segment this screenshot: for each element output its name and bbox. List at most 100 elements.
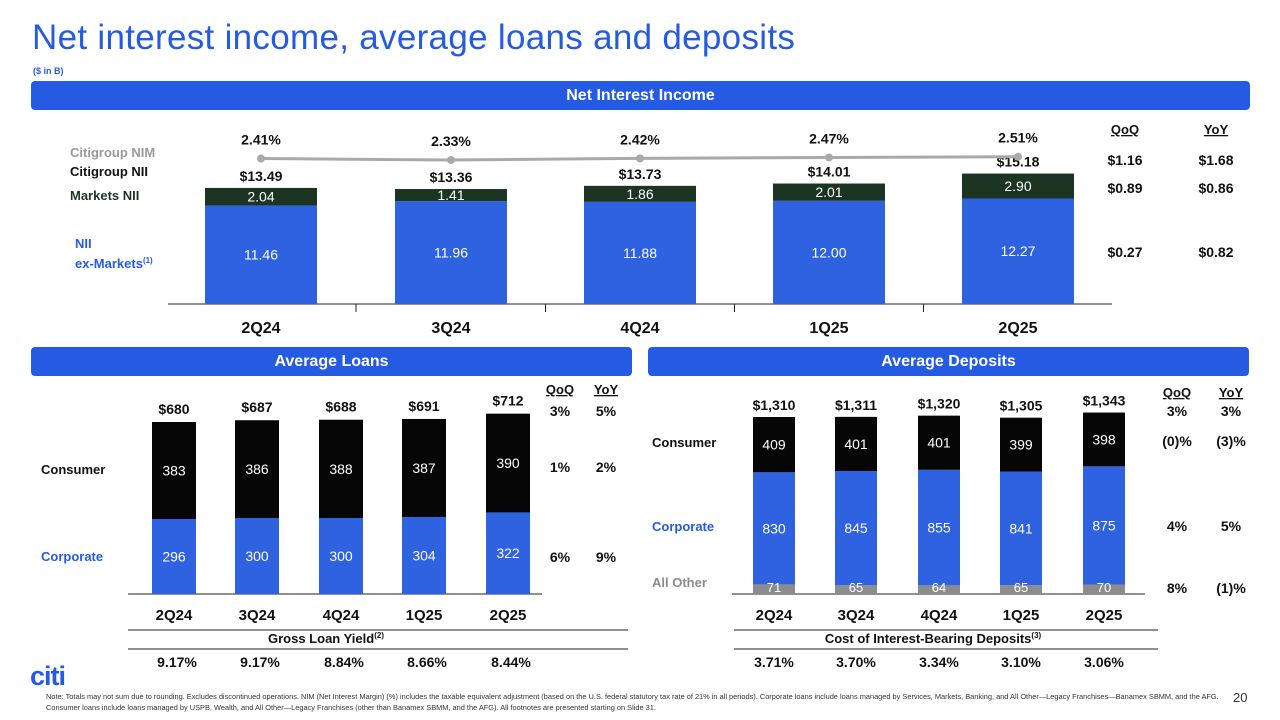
nim-point	[825, 153, 833, 162]
nii-ex-markets-value: 12.00	[811, 244, 846, 260]
loans-corporate-bar	[235, 518, 279, 594]
nii-total-label: $13.36	[430, 169, 473, 185]
deposits-other-value: 65	[1014, 580, 1028, 595]
footer-note: Note: Totals may not sum due to rounding…	[46, 691, 1226, 713]
deposits-corporate-value: 841	[1009, 520, 1033, 536]
nii-total-label: $13.49	[240, 168, 283, 184]
unit-note: ($ in B)	[33, 66, 64, 76]
deposits-corporate-bar	[918, 469, 960, 586]
loans-total-label: $688	[325, 399, 356, 415]
nii-markets-yoy: $0.86	[1198, 180, 1233, 196]
deposit-cost-value: 3.70%	[836, 654, 876, 670]
loans-consumer-value: 386	[245, 461, 269, 477]
deposit-cost-value: 3.71%	[754, 654, 794, 670]
nii-ex-markets-qoq: $0.27	[1107, 244, 1142, 260]
nim-label: 2.33%	[431, 133, 471, 149]
nii-markets-value: 2.04	[247, 189, 274, 205]
nii-markets-value: 1.86	[626, 186, 653, 202]
deposits-other-bar	[753, 584, 795, 594]
footer-note-text: Totals may not sum due to rounding. Excl…	[46, 692, 1219, 712]
loans-chart: Consumer Corporate 296 383 $680 2Q24 300 386 $…	[41, 382, 628, 670]
gross-loan-yield-value: 8.84%	[324, 654, 364, 670]
nii-markets-bar	[395, 189, 507, 202]
deposits-consumer-bar	[753, 417, 795, 473]
deposits-other-bar	[918, 585, 960, 594]
deposits-category-label: 2Q24	[756, 607, 793, 624]
loans-yoy-header: YoY	[594, 382, 619, 397]
loans-category-label: 4Q24	[323, 607, 360, 624]
nii-total-qoq: $1.16	[1107, 152, 1142, 168]
loans-consumer-value: 387	[412, 460, 436, 476]
nii-total-label: $13.73	[619, 166, 662, 182]
deposits-category-label: 4Q24	[921, 607, 958, 624]
loans-corporate-value: 304	[412, 547, 436, 563]
loans-total-label: $712	[492, 393, 523, 409]
nii-ex-markets-value: 11.46	[244, 247, 278, 263]
loans-corporate-bar	[152, 519, 196, 594]
loans-corporate-label: Corporate	[41, 549, 103, 564]
nim-label: 2.41%	[241, 132, 281, 148]
deposits-other-value: 70	[1097, 580, 1111, 595]
nii-ex-markets-bar	[584, 201, 696, 304]
deposits-yoy-header: YoY	[1219, 385, 1244, 400]
deposits-other-value: 65	[849, 580, 863, 595]
loans-corporate-bar	[486, 512, 530, 594]
loans-category-label: 2Q24	[156, 607, 193, 624]
page-title: Net interest income, average loans and d…	[32, 18, 796, 57]
gross-loan-yield-value: 9.17%	[240, 654, 280, 670]
loans-corporate-bar	[319, 518, 363, 594]
nim-point	[257, 154, 265, 163]
deposits-total-qoq: 3%	[1167, 403, 1188, 419]
nii-category-label: 4Q24	[620, 320, 659, 337]
nim-label: 2.51%	[998, 130, 1038, 146]
deposits-total-label: $1,311	[835, 397, 877, 413]
loans-consumer-label: Consumer	[41, 462, 105, 477]
deposits-total-yoy: 3%	[1221, 403, 1242, 419]
gross-loan-yield-value: 8.66%	[407, 654, 447, 670]
citi-logo: citi	[30, 661, 66, 691]
ex-markets-row-label-1: NII	[75, 236, 92, 251]
nii-category-label: 2Q24	[241, 320, 280, 337]
deposits-consumer-yoy: (3)%	[1216, 433, 1246, 449]
nim-row-label: Citigroup NIM	[70, 145, 155, 160]
deposit-cost-value: 3.34%	[919, 654, 959, 670]
nii-markets-bar	[584, 185, 696, 202]
deposits-other-label: All Other	[652, 575, 707, 590]
deposit-cost-value: 3.06%	[1084, 654, 1124, 670]
deposits-total-label: $1,343	[1083, 393, 1126, 409]
loans-consumer-bar	[486, 413, 530, 513]
deposits-corporate-value: 845	[844, 520, 868, 536]
gross-loan-yield-label: Gross Loan Yield(2)	[268, 631, 384, 646]
nii-markets-qoq: $0.89	[1107, 180, 1142, 196]
deposits-consumer-bar	[1000, 417, 1042, 472]
loans-category-label: 3Q24	[239, 607, 276, 624]
deposits-consumer-qoq: (0)%	[1162, 433, 1192, 449]
nii-ex-markets-value: 11.88	[623, 245, 657, 261]
ex-markets-row-label-2: ex-Markets(1)	[75, 256, 153, 271]
deposits-consumer-label: Consumer	[652, 435, 716, 450]
nii-yoy-header: YoY	[1204, 122, 1229, 137]
deposits-other-yoy: (1)%	[1216, 580, 1246, 596]
nim-label: 2.42%	[620, 131, 660, 147]
loans-qoq-header: QoQ	[546, 382, 574, 397]
deposits-corporate-bar	[1083, 466, 1125, 585]
deposits-total-label: $1,305	[1000, 398, 1043, 414]
loans-consumer-value: 383	[162, 463, 186, 479]
deposits-corporate-qoq: 4%	[1167, 518, 1188, 534]
loans-total-yoy: 5%	[596, 403, 617, 419]
loans-corporate-value: 322	[496, 545, 520, 561]
deposits-corporate-value: 855	[927, 520, 951, 536]
nii-total-yoy: $1.68	[1198, 152, 1233, 168]
loans-corporate-value: 300	[329, 548, 353, 564]
nii-ex-markets-value: 12.27	[1000, 243, 1035, 259]
loans-corporate-qoq: 6%	[550, 549, 571, 565]
loans-consumer-bar	[152, 422, 196, 520]
nii-total-label: $14.01	[808, 164, 851, 180]
page-number: 20	[1233, 690, 1248, 705]
nii-ex-markets-value: 11.96	[434, 245, 468, 261]
deposits-corporate-value: 830	[762, 520, 786, 536]
nim-point	[1014, 152, 1022, 161]
nii-markets-bar	[205, 187, 317, 206]
nii-markets-bar	[962, 173, 1074, 199]
nim-point	[447, 156, 455, 164]
